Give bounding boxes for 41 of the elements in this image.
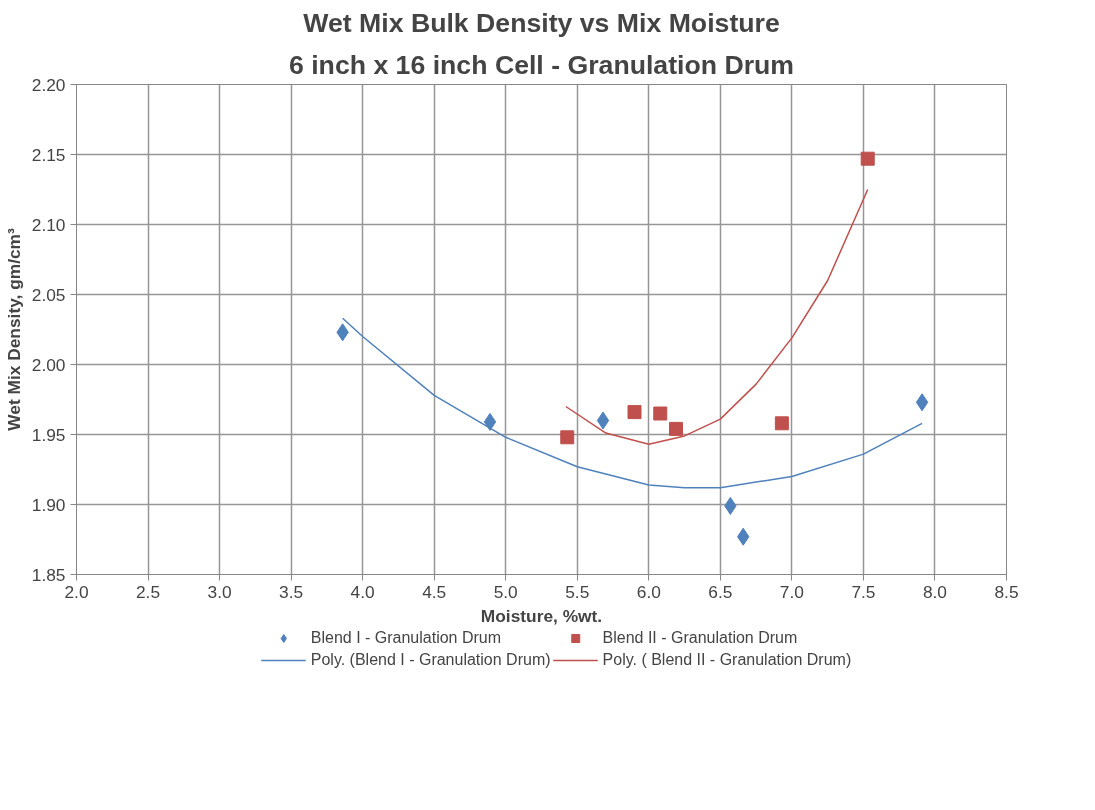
y-tick-label: 2.05 xyxy=(31,284,66,305)
x-tick-label: 6.5 xyxy=(708,581,733,602)
x-tick-label: 3.5 xyxy=(279,581,304,602)
x-tick-label: 7.5 xyxy=(851,581,876,602)
point xyxy=(627,405,642,420)
y-tick-label: 2.00 xyxy=(31,354,66,375)
x-tick-label: 8.5 xyxy=(994,581,1019,602)
x-tick-label: 2.0 xyxy=(64,581,89,602)
line-series xyxy=(565,188,869,446)
x-tick-label: 5.5 xyxy=(565,581,590,602)
x-tick-label: 5.0 xyxy=(493,581,518,602)
y-tick-label: 2.15 xyxy=(31,144,66,165)
chart-subtitle: 6 inch x 16 inch Cell - Granulation Drum xyxy=(288,49,795,80)
y-tick-label: 1.85 xyxy=(31,564,66,585)
y-axis-title: Wet Mix Density, gm/cm³ xyxy=(3,228,24,431)
legend-label: Poly. (Blend I - Granulation Drum) xyxy=(310,651,551,669)
chart-title: Wet Mix Bulk Density vs Mix Moisture xyxy=(303,7,780,38)
legend-label: Blend I - Granulation Drum xyxy=(310,629,502,647)
y-tick-label: 2.20 xyxy=(31,74,66,95)
x-tick-label: 4.0 xyxy=(350,581,375,602)
line-series xyxy=(341,317,923,489)
point xyxy=(668,421,683,436)
x-tick-label: 7.0 xyxy=(779,581,804,602)
y-tick-label: 1.90 xyxy=(31,494,66,515)
legend-label: Poly. ( Blend II - Granulation Drum) xyxy=(602,651,852,669)
point xyxy=(483,412,497,431)
legend-label: Blend II - Granulation Drum xyxy=(602,629,798,647)
x-tick-label: 6.0 xyxy=(636,581,661,602)
point xyxy=(860,151,875,166)
x-axis-title: Moisture, %wt. xyxy=(480,605,603,626)
point xyxy=(653,406,668,421)
x-tick-label: 2.5 xyxy=(135,581,161,602)
point xyxy=(596,411,610,430)
x-tick-label: 3.0 xyxy=(207,581,232,602)
point xyxy=(560,430,575,445)
point xyxy=(774,416,789,431)
y-tick-label: 2.10 xyxy=(31,214,66,235)
x-tick-label: 4.5 xyxy=(422,581,447,602)
x-tick-label: 8.0 xyxy=(922,581,948,602)
point xyxy=(915,393,929,412)
y-tick-label: 1.95 xyxy=(31,424,66,445)
